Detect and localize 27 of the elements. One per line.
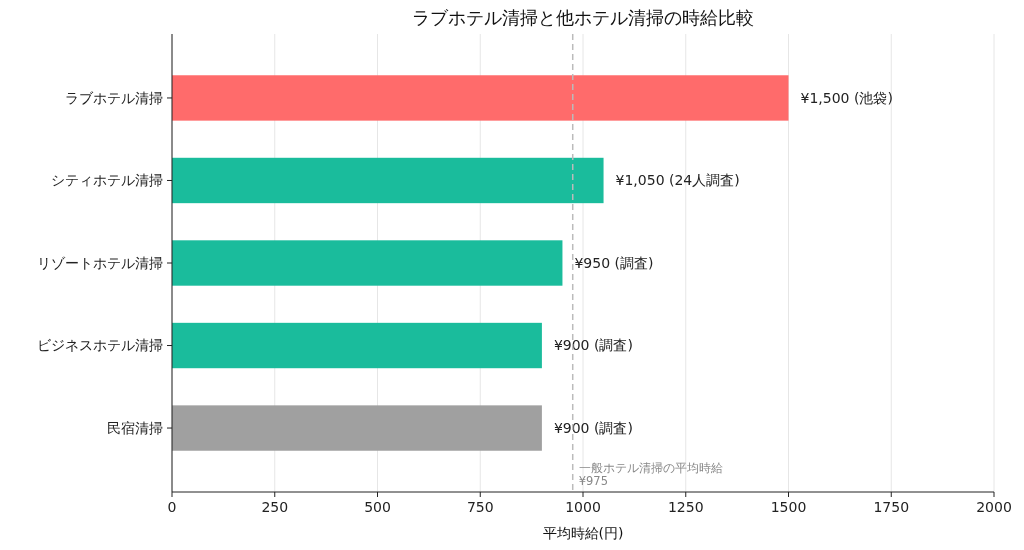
x-tick-label: 750 xyxy=(466,499,494,515)
data-label: ¥900 (調査) xyxy=(553,419,633,436)
bar xyxy=(172,75,789,121)
x-tick-label: 1750 xyxy=(873,499,910,515)
x-tick-label: 500 xyxy=(364,499,391,515)
y-tick-label: ラブホテル清掃 xyxy=(65,89,163,106)
data-label: ¥1,050 (24人調査) xyxy=(615,172,740,189)
bar xyxy=(172,240,563,286)
bar xyxy=(172,157,604,204)
y-tick-label: ビジネスホテル清掃 xyxy=(37,337,163,354)
x-tick-label: 0 xyxy=(167,499,177,515)
y-tick-label: リゾートホテル清掃 xyxy=(37,254,163,271)
x-tick-label: 1000 xyxy=(565,499,601,515)
chart-title: ラブホテル清掃と他ホテル清掃の時給比較 xyxy=(412,7,754,28)
data-label: ¥950 (調査) xyxy=(574,254,654,271)
bar xyxy=(172,405,542,451)
x-tick-label: 1250 xyxy=(667,499,704,515)
x-axis-title: 平均時給(円) xyxy=(542,525,624,541)
y-tick-label: 民宿清掃 xyxy=(107,419,163,436)
bar xyxy=(172,322,542,369)
data-label: ¥1,500 (池袋) xyxy=(800,89,893,106)
x-tick-label: 250 xyxy=(261,499,289,515)
data-label: ¥900 (調査) xyxy=(553,337,633,354)
ref-line-label: 一般ホテル清掃の平均時給 ¥975 xyxy=(578,461,723,488)
y-tick-label: シティホテル清掃 xyxy=(51,172,163,189)
x-tick-label: 1500 xyxy=(770,499,807,515)
x-tick-label: 2000 xyxy=(976,499,1012,515)
